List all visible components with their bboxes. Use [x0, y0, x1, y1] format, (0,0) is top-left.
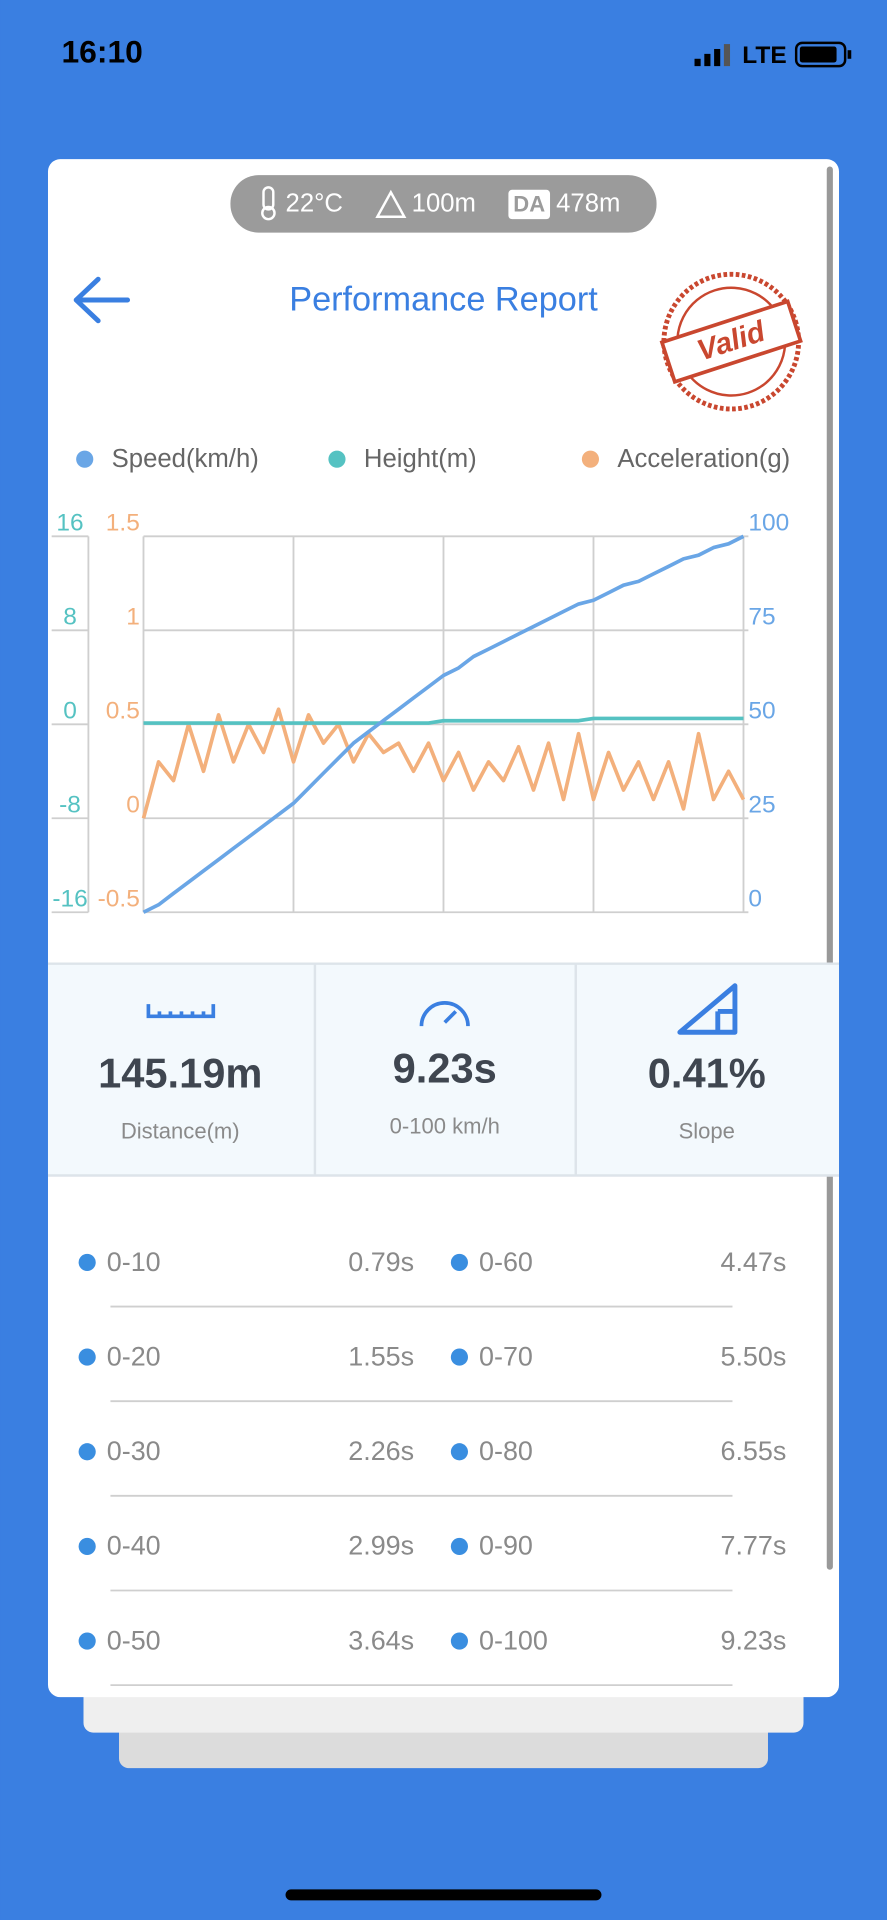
split-marker [78, 1537, 96, 1555]
page-title: Performance Report [289, 280, 598, 318]
y-tick-label: -0.5 [98, 885, 140, 912]
split-marker [450, 1537, 468, 1555]
summary-value: 9.23s [393, 1044, 497, 1091]
split-marker [450, 1632, 468, 1650]
density-altitude: 478m [556, 189, 620, 217]
y3-tick-label: -16 [52, 885, 87, 912]
home-indicator [285, 1889, 602, 1901]
legend-marker [76, 450, 94, 468]
split-range: 0-10 [107, 1247, 161, 1277]
split-range: 0-30 [107, 1436, 161, 1466]
y3-tick-label: 16 [56, 510, 83, 537]
y-tick-label: 0.5 [106, 698, 140, 725]
split-marker [78, 1253, 96, 1272]
temperature: 22°C [286, 189, 343, 217]
conditions-pill [230, 175, 657, 233]
summary-label: Slope [679, 1118, 735, 1143]
summary-value: 145.19m [98, 1049, 262, 1096]
legend-label: Speed(km/h) [112, 445, 259, 473]
altitude-icon [375, 189, 407, 218]
split-time: 1.55s [348, 1341, 414, 1371]
series-line [142, 534, 745, 914]
slope-icon [677, 983, 738, 1035]
legend-label: Height(m) [364, 445, 477, 473]
split-time: 6.55s [720, 1436, 786, 1466]
status-network: LTE [742, 42, 786, 69]
chart: Speed(km/h) Height(m) Acceleration(g) -0.5 0… [51, 445, 790, 914]
scrollbar [826, 166, 833, 1570]
y3-tick-label: 0 [63, 698, 77, 725]
split-range: 0-20 [107, 1341, 161, 1371]
legend-marker [581, 450, 600, 468]
split-range: 0-70 [479, 1341, 533, 1371]
legend-marker [328, 450, 346, 468]
y3-tick-label: 8 [63, 604, 77, 631]
split-time: 9.23s [720, 1625, 786, 1655]
split-range: 0-80 [479, 1436, 533, 1466]
summary-value: 0.41% [648, 1049, 766, 1096]
series-line [141, 707, 746, 819]
y2-tick-label: 100 [748, 510, 789, 537]
split-range: 0-60 [479, 1247, 533, 1277]
split-marker [78, 1443, 96, 1461]
summary-panel [47, 963, 840, 1176]
da-label: DA [513, 192, 545, 217]
split-marker [78, 1632, 96, 1650]
y2-tick-label: 50 [748, 698, 775, 725]
y3-tick-label: -8 [59, 791, 81, 818]
split-marker [450, 1348, 468, 1366]
y2-tick-label: 0 [748, 885, 762, 912]
split-marker [450, 1443, 468, 1461]
signal-icon [694, 44, 731, 67]
split-time: 7.77s [720, 1531, 786, 1561]
split-range: 0-90 [479, 1531, 533, 1561]
thermometer-icon [261, 186, 276, 221]
split-range: 0-50 [107, 1625, 161, 1655]
altitude: 100m [412, 189, 476, 217]
summary-label: 0-100 km/h [390, 1114, 500, 1139]
summary-label: Distance(m) [121, 1118, 240, 1143]
y-tick-label: 0 [126, 791, 140, 818]
split-time: 3.64s [348, 1625, 414, 1655]
split-marker [450, 1253, 468, 1272]
da-badge [508, 189, 551, 220]
y-tick-label: 1 [126, 604, 140, 631]
split-marker [78, 1348, 96, 1366]
split-time: 4.47s [720, 1247, 786, 1277]
legend-label: Acceleration(g) [617, 445, 790, 473]
split-range: 0-100 [479, 1625, 548, 1655]
y-tick-label: 1.5 [106, 510, 140, 537]
split-time: 0.79s [348, 1247, 414, 1277]
splits-list: 0-10 0.79s 0-20 1.55s 0-30 2.26s 0-40 2.99s 0-50… [78, 1247, 786, 1687]
distance-icon [146, 1004, 216, 1019]
status-time: 16:10 [61, 33, 142, 69]
report-card [47, 159, 840, 1698]
split-time: 2.99s [348, 1531, 414, 1561]
series-line [143, 716, 744, 725]
y2-tick-label: 25 [748, 791, 775, 818]
battery-icon [794, 41, 852, 68]
split-range: 0-40 [107, 1531, 161, 1561]
split-time: 5.50s [720, 1341, 786, 1371]
y2-tick-label: 75 [748, 604, 775, 631]
summary: 145.19m Distance(m) 9.23s 0-100 km/h 0.41% Sl… [98, 1044, 766, 1143]
back-button[interactable] [73, 276, 131, 324]
split-time: 2.26s [348, 1436, 414, 1466]
speedometer-icon [419, 1001, 470, 1027]
